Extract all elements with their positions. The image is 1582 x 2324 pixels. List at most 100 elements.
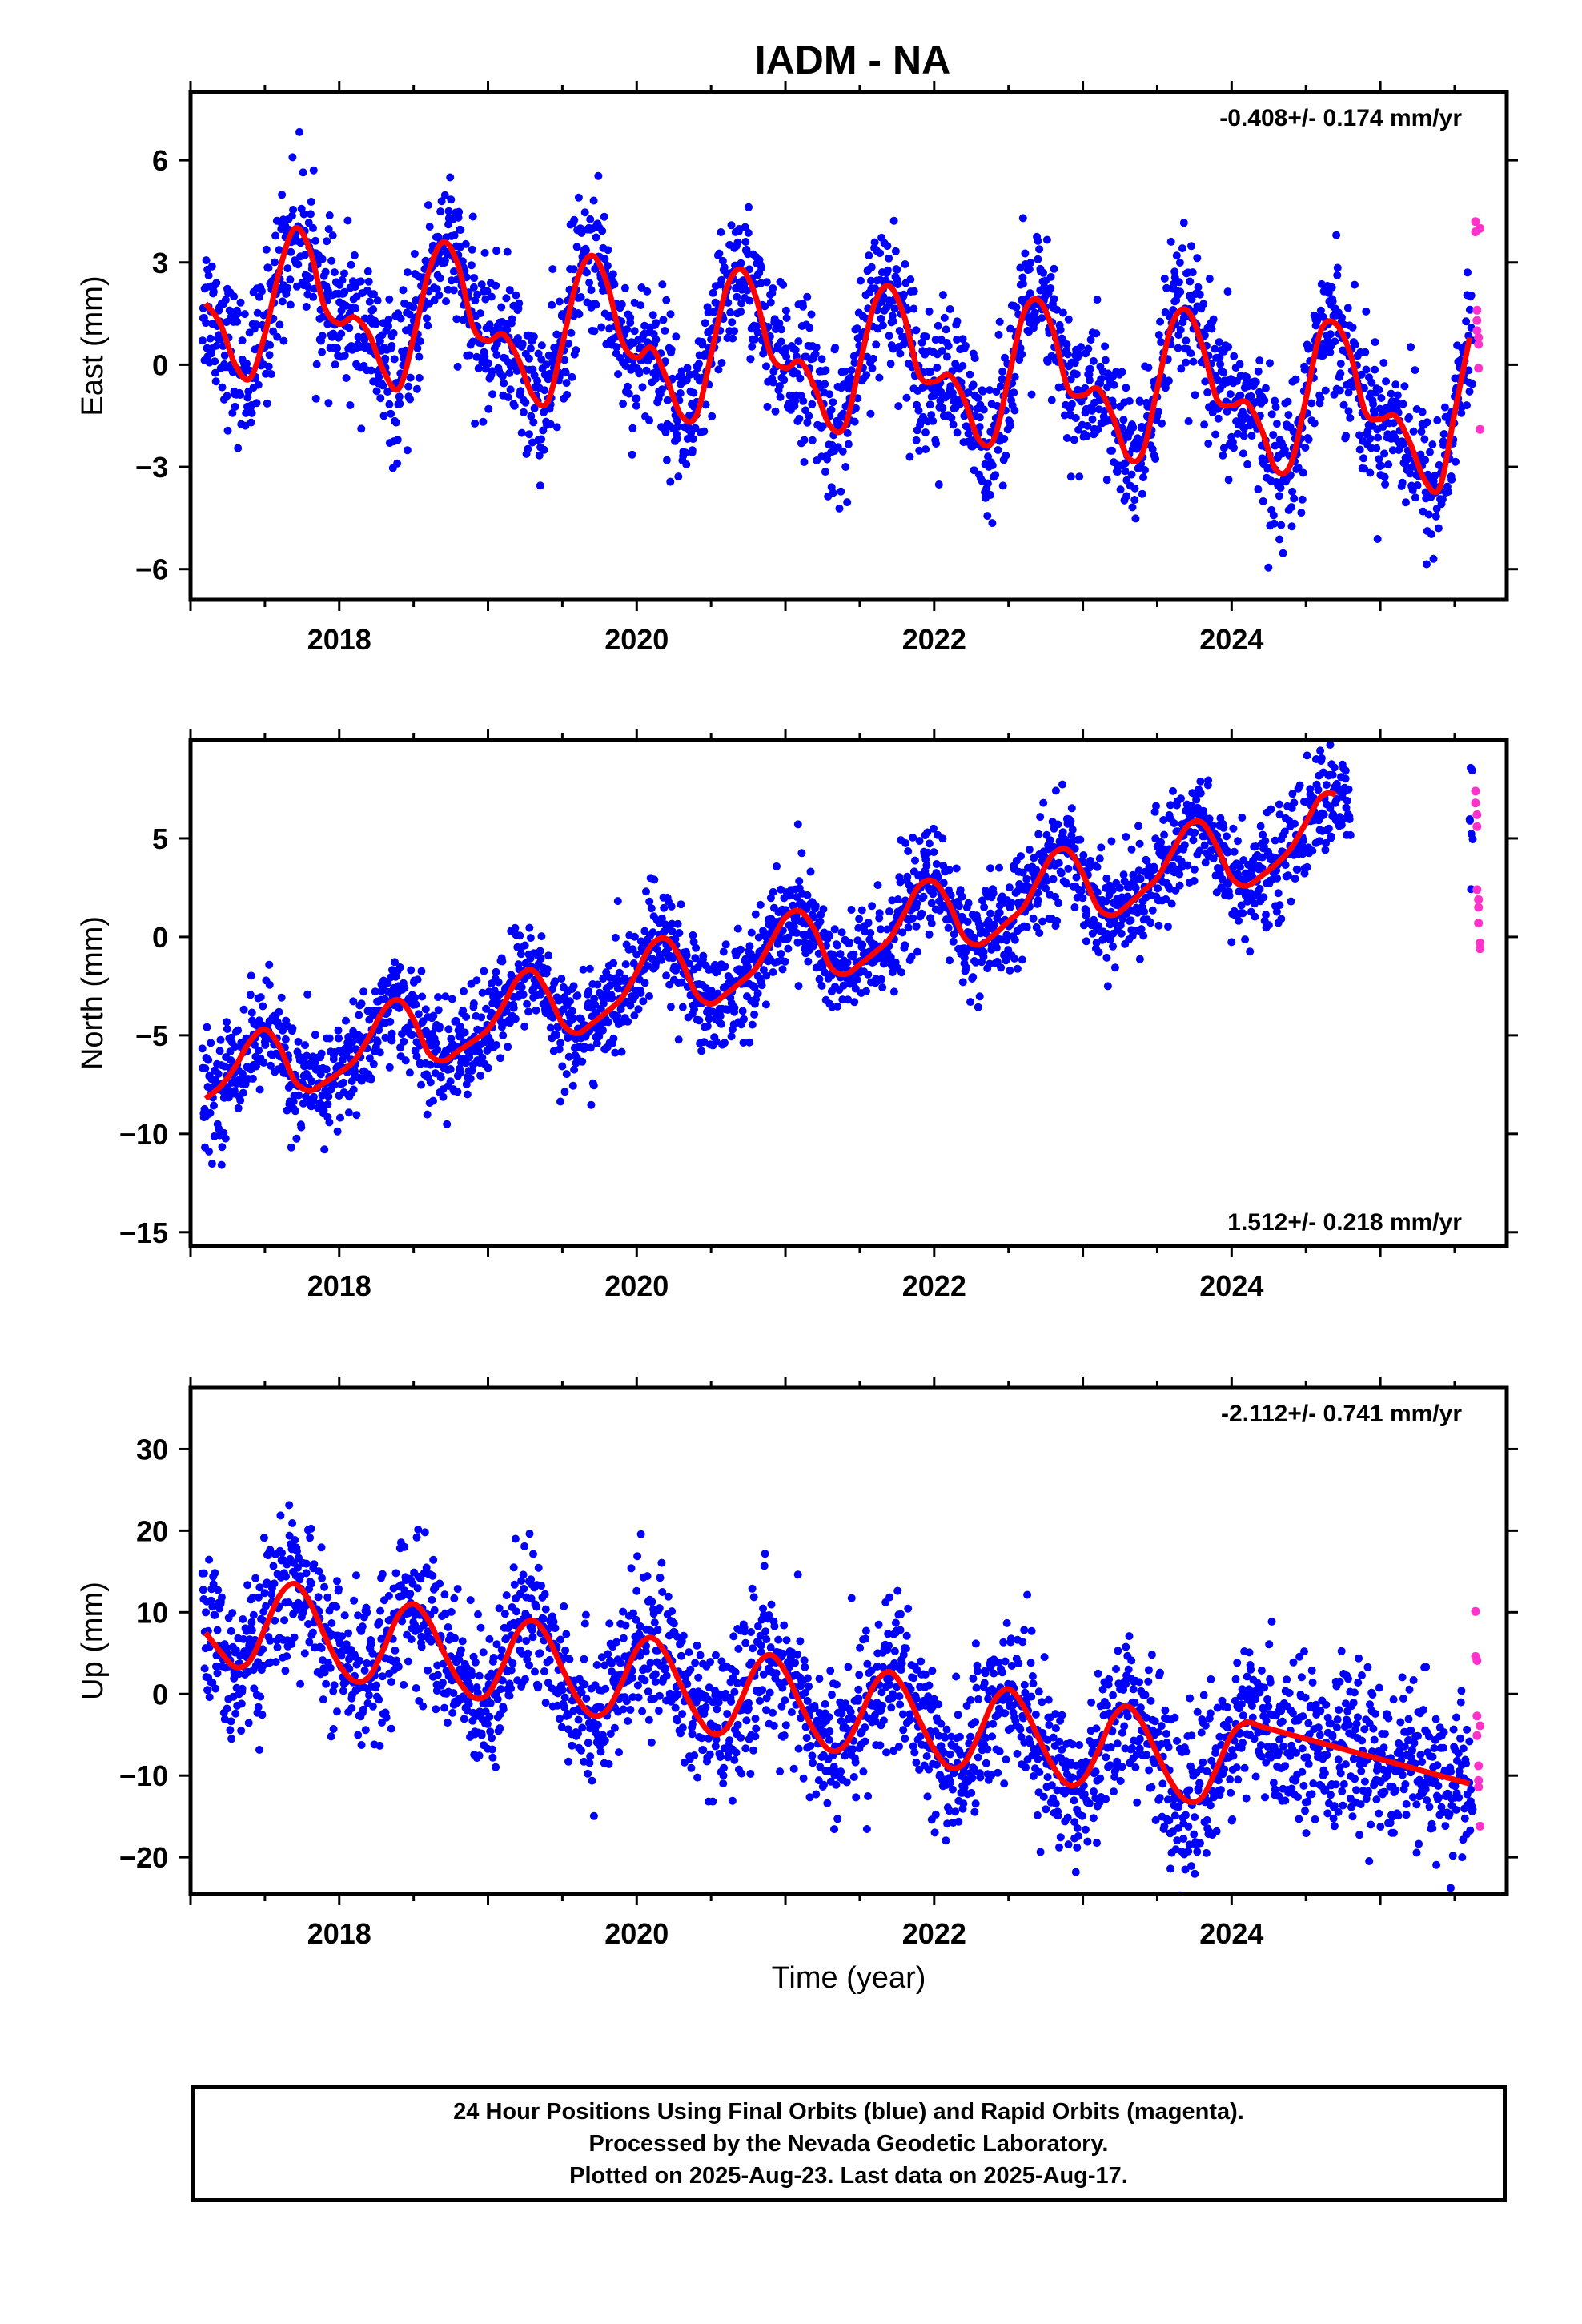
final-point xyxy=(617,1047,626,1056)
final-point xyxy=(953,317,962,326)
final-point xyxy=(619,400,628,408)
final-point xyxy=(862,987,870,995)
final-point xyxy=(223,1018,231,1027)
final-point xyxy=(453,362,462,371)
final-point xyxy=(222,318,231,327)
final-point xyxy=(717,275,726,284)
final-point xyxy=(593,980,602,989)
final-point xyxy=(925,307,934,316)
final-point xyxy=(456,1068,465,1076)
final-point xyxy=(483,287,492,296)
final-point xyxy=(1381,480,1390,489)
final-point xyxy=(708,412,717,420)
final-point xyxy=(481,295,490,304)
final-point xyxy=(223,392,231,400)
rapid-orbit-points xyxy=(1471,217,1485,434)
final-point xyxy=(478,988,487,997)
final-point xyxy=(689,435,697,444)
final-point xyxy=(1219,823,1228,832)
final-point xyxy=(757,981,766,990)
final-point xyxy=(204,1055,213,1064)
final-point xyxy=(938,834,947,843)
final-point xyxy=(517,428,526,437)
final-point xyxy=(283,264,292,273)
final-point xyxy=(425,223,434,231)
final-point xyxy=(1369,400,1378,408)
final-point xyxy=(1372,444,1381,452)
final-point xyxy=(255,1046,263,1055)
final-point xyxy=(1116,485,1125,494)
final-point xyxy=(468,337,477,346)
final-point xyxy=(1239,432,1248,440)
final-point xyxy=(458,257,467,266)
final-point xyxy=(1431,512,1440,521)
final-point xyxy=(944,923,953,932)
final-point xyxy=(1241,935,1250,944)
final-point xyxy=(1066,817,1075,825)
final-point xyxy=(1113,468,1122,476)
final-point xyxy=(568,1081,577,1090)
final-point xyxy=(666,310,675,319)
final-point xyxy=(781,306,790,315)
final-point xyxy=(1211,344,1219,353)
final-point xyxy=(492,351,501,359)
final-point xyxy=(930,848,938,857)
final-point xyxy=(292,1134,301,1143)
final-point xyxy=(1058,828,1067,837)
final-point xyxy=(446,1077,455,1086)
final-point xyxy=(988,519,997,528)
final-point xyxy=(1082,432,1091,440)
final-point xyxy=(718,256,727,265)
final-point xyxy=(1463,401,1471,410)
y-tick-label: −6 xyxy=(135,553,168,586)
final-point xyxy=(544,951,553,960)
rapid-point xyxy=(1472,305,1482,315)
final-point xyxy=(712,1037,721,1046)
final-point xyxy=(962,963,971,972)
final-point xyxy=(239,1005,248,1014)
final-point xyxy=(836,950,845,959)
final-point xyxy=(1116,921,1125,930)
final-point xyxy=(1154,921,1163,930)
final-point xyxy=(850,998,859,1007)
final-point xyxy=(1275,810,1284,819)
final-point xyxy=(1326,348,1335,356)
final-point xyxy=(503,325,512,334)
final-point xyxy=(903,872,912,881)
final-point xyxy=(728,318,737,327)
final-point xyxy=(470,274,479,283)
final-point xyxy=(278,297,287,306)
final-point xyxy=(949,937,958,946)
final-point xyxy=(812,343,821,352)
final-point xyxy=(1079,851,1088,859)
final-point xyxy=(358,1074,367,1083)
final-point xyxy=(1118,368,1126,376)
final-point xyxy=(630,327,639,336)
final-point xyxy=(1190,876,1199,885)
final-point xyxy=(267,1061,275,1070)
final-point xyxy=(875,909,884,918)
final-point xyxy=(666,477,675,486)
final-point xyxy=(599,975,608,983)
final-point xyxy=(1022,875,1031,883)
final-point xyxy=(492,247,500,255)
final-point xyxy=(579,965,588,974)
final-point xyxy=(993,957,1002,966)
final-point xyxy=(218,1143,227,1152)
final-point xyxy=(921,332,930,341)
final-point xyxy=(984,916,993,925)
final-point xyxy=(744,963,752,971)
final-point xyxy=(1335,386,1344,395)
final-point xyxy=(1251,378,1260,386)
final-point xyxy=(412,1000,420,1009)
final-point xyxy=(1360,464,1369,473)
final-point xyxy=(657,385,666,394)
final-point xyxy=(857,906,866,915)
final-point xyxy=(492,1041,501,1049)
final-point xyxy=(938,347,946,355)
final-point xyxy=(922,861,931,870)
final-point xyxy=(1094,425,1102,434)
final-point xyxy=(825,931,834,940)
final-point xyxy=(946,956,954,965)
